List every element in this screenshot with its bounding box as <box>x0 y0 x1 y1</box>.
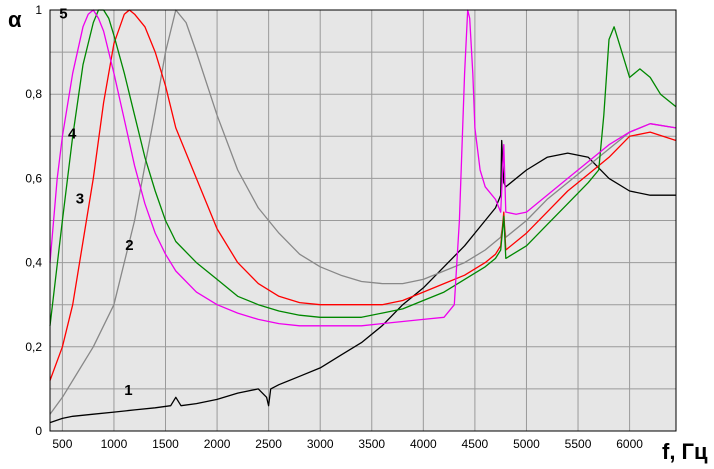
x-tick-label: 4500 <box>462 437 489 451</box>
y-tick-label: 0,4 <box>25 256 42 270</box>
y-tick-label: 0,2 <box>25 340 42 354</box>
x-tick-label: 6000 <box>616 437 643 451</box>
curve-label-5: 5 <box>59 5 67 22</box>
curve-label-4: 4 <box>68 125 77 142</box>
curve-label-1: 1 <box>124 382 132 399</box>
data-series <box>49 9 677 424</box>
x-tick-label: 3000 <box>307 437 334 451</box>
series-line-4 <box>49 9 677 326</box>
series-line-5 <box>49 9 677 327</box>
x-tick-labels: 500 1000 1500 2000 2500 3000 3500 4000 4500 5000 5… <box>52 437 643 451</box>
x-tick-label: 1000 <box>101 437 128 451</box>
y-tick-labels: 0 0,2 0,4 0,6 0,8 1 <box>25 3 42 438</box>
x-tick-label: 4000 <box>410 437 437 451</box>
curve-label-2: 2 <box>125 237 133 254</box>
x-tick-label: 500 <box>52 437 72 451</box>
x-tick-label: 2500 <box>255 437 282 451</box>
x-tick-label: 1500 <box>152 437 179 451</box>
y-tick-label: 0,8 <box>25 87 42 101</box>
series-line-1 <box>49 139 676 424</box>
y-axis-label: α <box>8 7 22 32</box>
x-tick-label: 3500 <box>358 437 385 451</box>
curve-label-3: 3 <box>76 191 84 208</box>
y-tick-label: 1 <box>35 3 42 17</box>
x-axis-label: f, Гц <box>662 439 708 464</box>
plot-frame <box>49 9 677 432</box>
x-tick-label: 2000 <box>204 437 231 451</box>
curve-labels: 1 2 3 4 5 <box>59 5 133 399</box>
series-line-2 <box>49 9 677 415</box>
x-tick-label: 5000 <box>513 437 540 451</box>
x-tick-label: 5500 <box>565 437 592 451</box>
series-line-3 <box>49 9 677 381</box>
y-tick-label: 0,6 <box>25 171 42 185</box>
y-tick-label: 0 <box>35 424 42 438</box>
